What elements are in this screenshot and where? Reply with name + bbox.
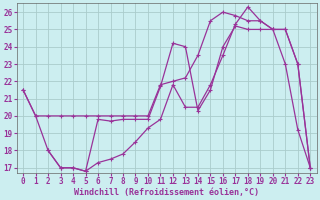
X-axis label: Windchill (Refroidissement éolien,°C): Windchill (Refroidissement éolien,°C) [74,188,259,197]
